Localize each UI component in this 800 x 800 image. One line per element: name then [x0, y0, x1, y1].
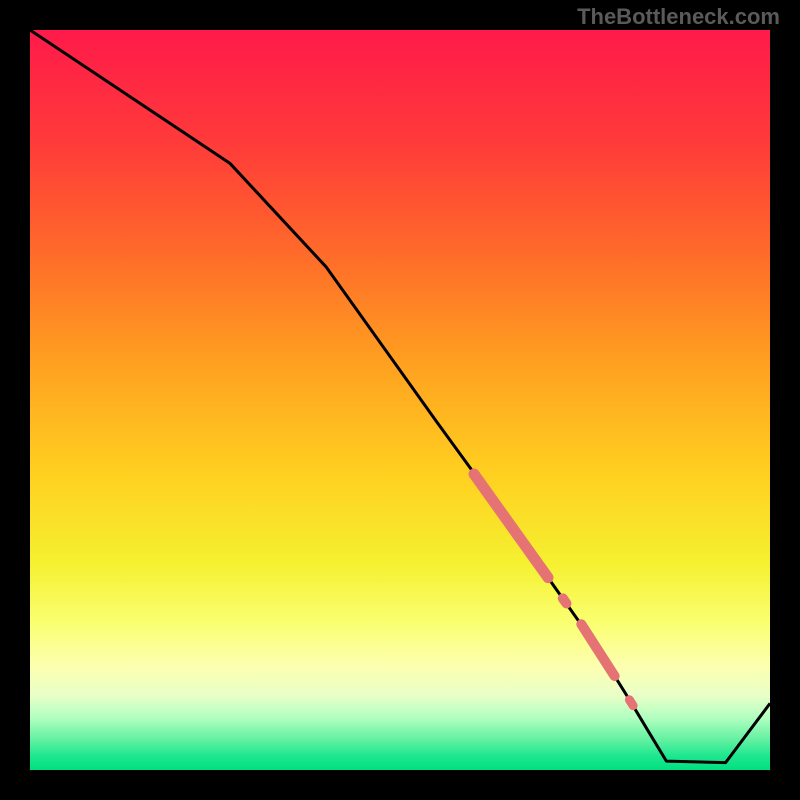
chart-canvas [30, 30, 770, 770]
marker-segment-3 [629, 700, 633, 706]
watermark-text: TheBottleneck.com [577, 4, 780, 30]
chart-background [30, 30, 770, 770]
chart-plot-area [30, 30, 770, 770]
marker-segment-1 [563, 598, 567, 603]
